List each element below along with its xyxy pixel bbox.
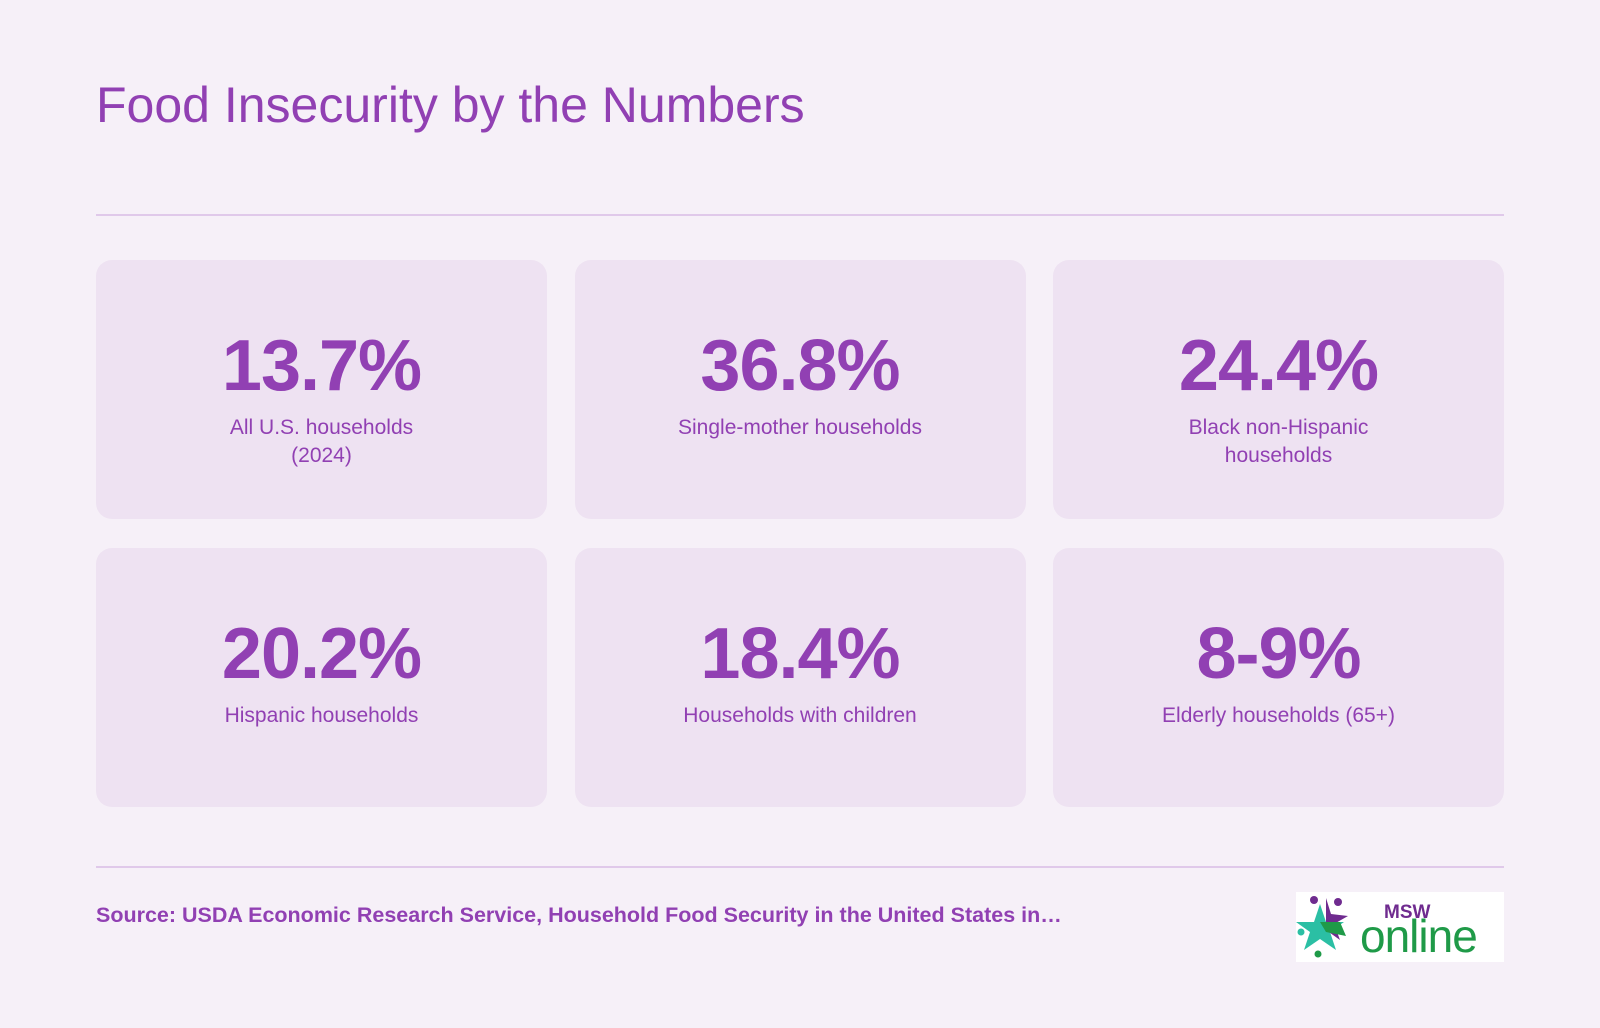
stat-label: Households with children (683, 704, 917, 727)
stat-card: 18.4% Households with children (574, 548, 1026, 807)
stat-card: 20.2% Hispanic households (96, 548, 547, 807)
logo-msw-text: MSW (1384, 902, 1431, 923)
page-title: Food Insecurity by the Numbers (96, 77, 805, 133)
stat-value: 18.4% (700, 614, 900, 694)
stat-value: 8-9% (1196, 614, 1361, 694)
stat-card: 8-9% Elderly households (65+) (1053, 548, 1504, 807)
stat-label: Hispanic households (224, 704, 419, 727)
stat-value: 36.8% (700, 326, 900, 406)
stats-grid: 13.7% All U.S. households (2024) 36.8% S… (96, 260, 1504, 807)
source-citation: Source: USDA Economic Research Service, … (96, 903, 1062, 927)
stat-card: 13.7% All U.S. households (2024) (96, 260, 547, 519)
logo-icon: MSW online (1296, 896, 1478, 962)
infographic-page: Food Insecurity by the Numbers 13.7% All… (96, 0, 1504, 1028)
stat-value: 13.7% (221, 326, 422, 406)
stat-label: Black non-Hispanic households (1188, 416, 1369, 467)
top-divider (96, 214, 1504, 216)
stat-value: 24.4% (1178, 326, 1379, 406)
stat-label: Elderly households (65+) (1162, 704, 1395, 727)
stat-label: Single-mother households (678, 416, 922, 439)
stat-value: 20.2% (221, 614, 422, 694)
stat-card: 36.8% Single-mother households (574, 260, 1026, 519)
logo-online-text: online (1360, 910, 1477, 962)
msw-online-logo: MSW online (1296, 892, 1504, 962)
star-people-icon (1296, 896, 1348, 958)
bottom-divider (96, 866, 1504, 868)
stat-label: All U.S. households (2024) (229, 416, 414, 467)
stat-card: 24.4% Black non-Hispanic households (1053, 260, 1504, 519)
